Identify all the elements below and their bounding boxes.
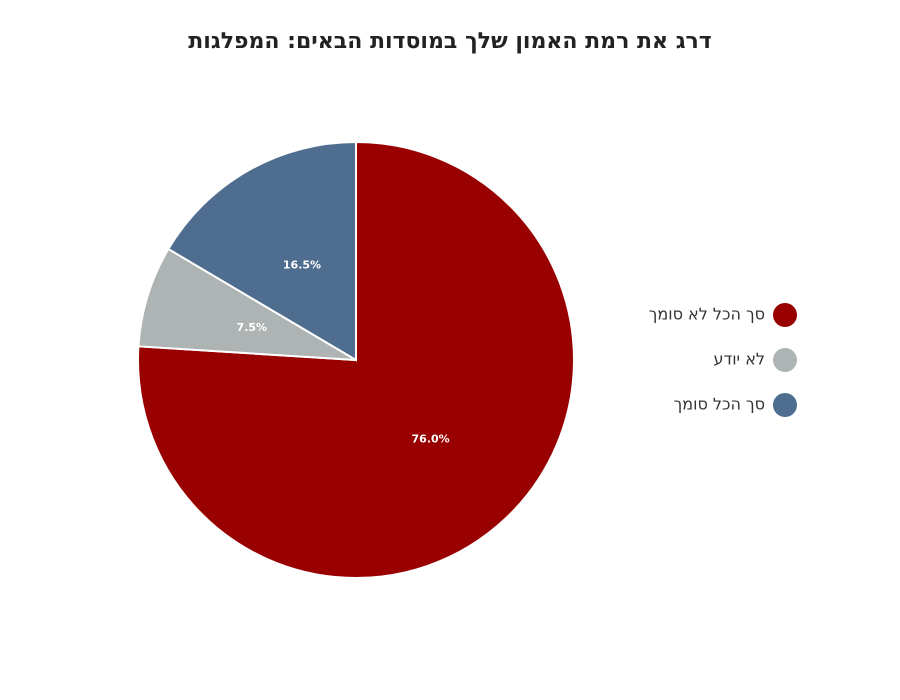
- chart-title: דרג את רמת האמון שלך במוסדות הבאים: המפל…: [188, 29, 711, 54]
- legend-label: לא יודע: [713, 350, 765, 369]
- value-label: 16.5%: [283, 258, 321, 271]
- value-label: 7.5%: [237, 321, 268, 334]
- legend-marker: [773, 348, 797, 372]
- value-label: 76.0%: [412, 432, 450, 445]
- pie-slice: [166, 140, 357, 362]
- legend-marker: [773, 393, 797, 417]
- legend-label: סך הכל לא סומך: [649, 305, 765, 324]
- legend-label: סך הכל סומך: [674, 395, 765, 414]
- legend-marker: [773, 303, 797, 327]
- pie-slice: [137, 247, 357, 361]
